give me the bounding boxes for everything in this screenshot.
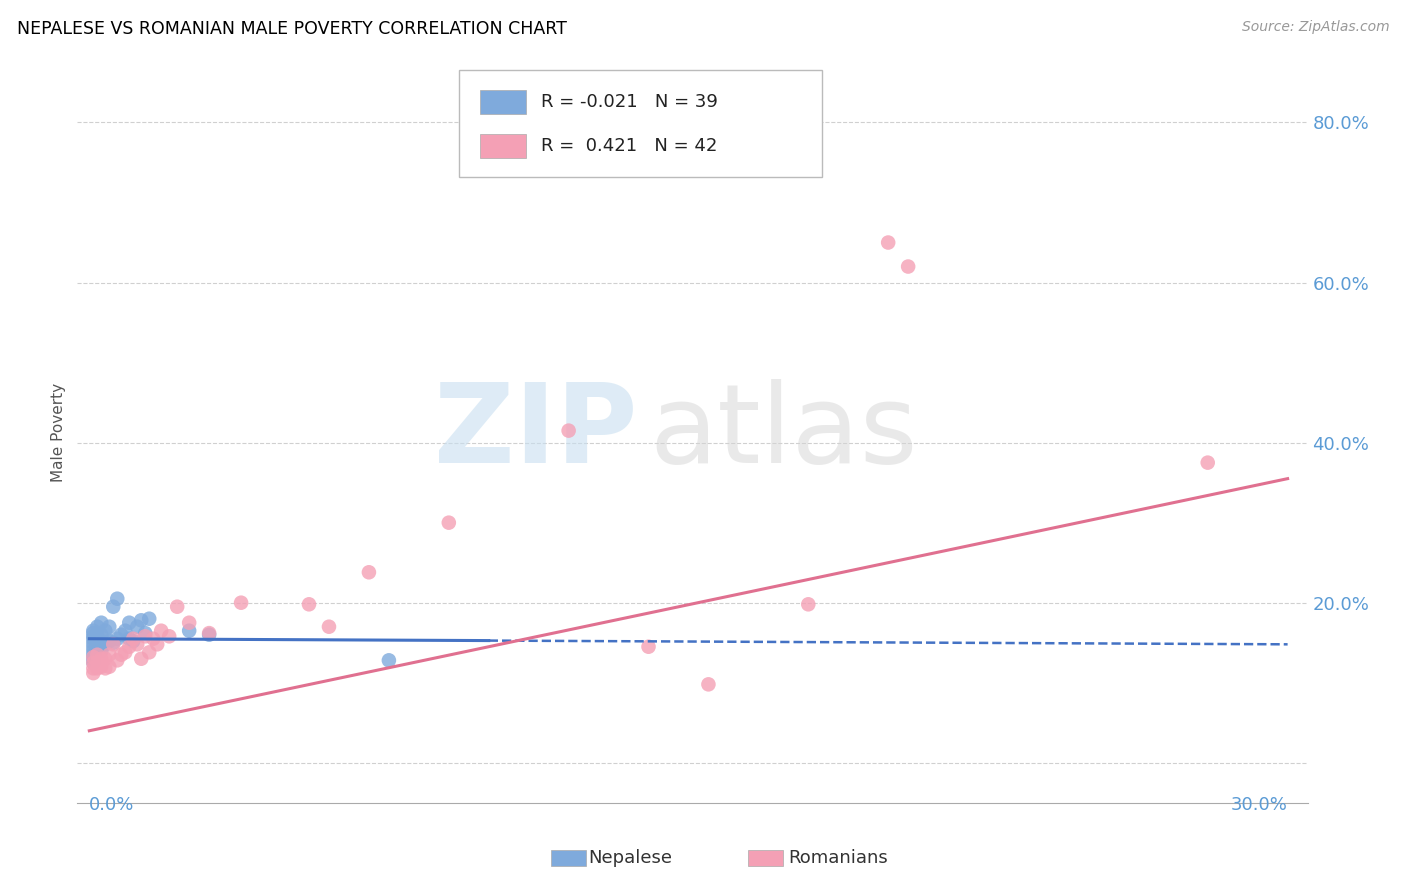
Point xyxy=(86,640,108,654)
Point xyxy=(103,637,125,651)
Point xyxy=(198,626,221,640)
Text: NEPALESE VS ROMANIAN MALE POVERTY CORRELATION CHART: NEPALESE VS ROMANIAN MALE POVERTY CORREL… xyxy=(17,20,567,37)
Point xyxy=(90,659,112,673)
Point xyxy=(82,648,104,662)
Point xyxy=(150,624,173,638)
Point xyxy=(179,624,201,638)
Point xyxy=(146,637,169,651)
Text: 0.0%: 0.0% xyxy=(90,797,135,814)
Point xyxy=(877,235,900,250)
Text: Nepalese: Nepalese xyxy=(588,849,672,867)
Point xyxy=(94,624,117,638)
Point xyxy=(105,632,128,646)
Point xyxy=(90,651,112,665)
Point xyxy=(82,644,104,658)
Point xyxy=(134,626,156,640)
Point xyxy=(86,648,108,662)
Point xyxy=(86,661,108,675)
Point xyxy=(82,651,104,665)
Point xyxy=(138,645,160,659)
Point xyxy=(82,661,104,675)
Point xyxy=(298,597,321,611)
Point xyxy=(127,620,149,634)
Point xyxy=(110,628,132,642)
Point xyxy=(110,648,132,662)
Point xyxy=(98,634,121,648)
Point xyxy=(82,626,104,640)
Point xyxy=(82,666,104,681)
Point xyxy=(437,516,460,530)
Point xyxy=(86,628,108,642)
Point xyxy=(82,624,104,638)
Point xyxy=(142,632,165,646)
Point xyxy=(94,661,117,675)
Bar xyxy=(479,135,526,158)
Point xyxy=(118,632,141,646)
Text: R = -0.021   N = 39: R = -0.021 N = 39 xyxy=(541,93,718,111)
Point xyxy=(82,632,104,646)
Text: atlas: atlas xyxy=(650,379,918,486)
Point xyxy=(103,599,125,614)
Text: Source: ZipAtlas.com: Source: ZipAtlas.com xyxy=(1241,20,1389,34)
Point xyxy=(82,656,104,670)
Point xyxy=(105,591,128,606)
Point xyxy=(127,637,149,651)
Point xyxy=(114,645,136,659)
Point xyxy=(179,615,201,630)
Point xyxy=(637,640,659,654)
Point xyxy=(82,640,104,654)
Point xyxy=(697,677,720,691)
FancyBboxPatch shape xyxy=(458,70,821,178)
Point xyxy=(86,644,108,658)
Point xyxy=(114,624,136,638)
Y-axis label: Male Poverty: Male Poverty xyxy=(51,383,66,483)
Text: ZIP: ZIP xyxy=(433,379,637,486)
Text: R =  0.421   N = 42: R = 0.421 N = 42 xyxy=(541,137,717,155)
Text: Romanians: Romanians xyxy=(789,849,889,867)
Point xyxy=(94,651,117,665)
Point xyxy=(1197,456,1219,470)
Point xyxy=(86,620,108,634)
Point xyxy=(82,650,104,665)
Point xyxy=(90,644,112,658)
Point xyxy=(198,628,221,642)
Point xyxy=(98,620,121,634)
Bar xyxy=(748,850,783,866)
Point xyxy=(118,615,141,630)
Point xyxy=(166,599,188,614)
Point xyxy=(129,651,152,665)
Point xyxy=(90,637,112,651)
Point xyxy=(82,636,104,650)
Point xyxy=(103,636,125,650)
Point xyxy=(82,656,104,670)
Point xyxy=(98,659,121,673)
Point xyxy=(378,653,401,667)
Point xyxy=(318,620,340,634)
Point xyxy=(105,653,128,667)
Point xyxy=(86,656,108,670)
Point xyxy=(122,632,145,646)
Point xyxy=(122,634,145,648)
Point xyxy=(90,615,112,630)
Point xyxy=(90,628,112,642)
Bar xyxy=(479,90,526,113)
Point xyxy=(138,612,160,626)
Point xyxy=(98,648,121,662)
Point xyxy=(557,424,579,438)
Point xyxy=(134,629,156,643)
Point xyxy=(897,260,920,274)
Point xyxy=(229,596,252,610)
Point xyxy=(357,566,380,580)
Text: 30.0%: 30.0% xyxy=(1230,797,1288,814)
Point xyxy=(82,629,104,643)
Point xyxy=(797,597,820,611)
Point xyxy=(86,632,108,646)
Point xyxy=(94,637,117,651)
Point xyxy=(157,629,180,643)
Point xyxy=(118,640,141,654)
Point xyxy=(129,613,152,627)
Bar xyxy=(551,850,586,866)
